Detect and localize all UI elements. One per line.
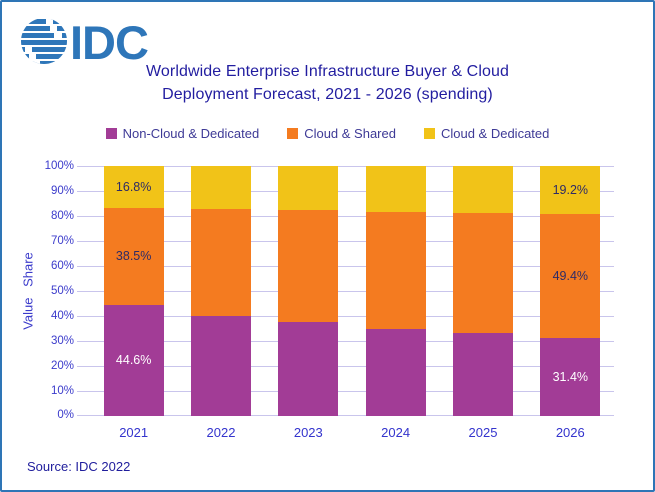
x-tick-label: 2024 <box>381 425 411 440</box>
y-tick-label: 30% <box>50 335 74 347</box>
gridline <box>77 291 614 292</box>
gridline <box>77 216 614 217</box>
bar-value-label: 19.2% <box>552 183 589 197</box>
bar-2025 <box>452 166 513 416</box>
y-tick-label: 20% <box>50 360 74 372</box>
legend-swatch-icon <box>105 128 117 139</box>
bar-segment: 19.2% <box>540 166 601 214</box>
legend-label: Cloud & Shared <box>304 126 396 141</box>
idc-logo-text: IDC <box>70 16 148 67</box>
bar-2021: 16.8% 38.5% 44.6% <box>103 166 164 416</box>
chart-title: Worldwide Enterprise Infrastructure Buye… <box>2 60 653 106</box>
bar-segment: 31.4% <box>540 337 601 416</box>
gridline <box>77 341 614 342</box>
bar-segment <box>452 212 513 333</box>
bar-2026: 19.2% 49.4% 31.4% <box>540 166 601 416</box>
bar-segment: 44.6% <box>103 304 164 416</box>
gridline <box>77 391 614 392</box>
bars: 16.8% 38.5% 44.6% 19.2% 49.4% 31.4% <box>90 166 614 416</box>
y-tick-label: 90% <box>50 185 74 197</box>
legend-label: Cloud & Dedicated <box>440 126 550 141</box>
bar-segment <box>278 322 339 416</box>
y-tick-label: 70% <box>50 235 74 247</box>
gridline <box>77 241 614 242</box>
bar-value-label: 49.4% <box>552 268 589 283</box>
bar-segment <box>452 166 513 213</box>
x-tick-label: 2022 <box>206 425 236 440</box>
bar-value-label: 16.8% <box>115 180 152 195</box>
bar-segment <box>190 316 251 416</box>
y-tick-label: 100% <box>44 160 74 172</box>
gridline <box>77 266 614 267</box>
chart-title-line2: Deployment Forecast, 2021 - 2026 (spendi… <box>162 86 493 103</box>
bar-segment: 49.4% <box>540 214 601 338</box>
gridline <box>77 366 614 367</box>
y-tick-label: 10% <box>50 385 74 397</box>
bar-segment <box>278 210 339 323</box>
bar-segment <box>365 212 426 329</box>
gridline <box>77 415 614 416</box>
bar-value-label: 31.4% <box>552 369 589 384</box>
legend: Non-Cloud & Dedicated Cloud & Shared Cloud… <box>2 126 653 141</box>
legend-label: Non-Cloud & Dedicated <box>122 126 260 141</box>
legend-swatch-icon <box>287 128 299 139</box>
y-tick-label: 40% <box>50 310 74 322</box>
source-note: Source: IDC 2022 <box>27 459 131 474</box>
x-tick-label: 2023 <box>293 425 323 440</box>
y-tick-label: 50% <box>50 285 74 297</box>
y-tick-label: 80% <box>50 210 74 222</box>
gridline <box>77 166 614 167</box>
bar-segment <box>365 328 426 416</box>
bar-segment <box>452 333 513 416</box>
bar-segment <box>190 166 251 209</box>
y-tick-label: 0% <box>57 409 74 421</box>
bar-value-label: 44.6% <box>115 353 152 368</box>
legend-swatch-icon <box>423 128 435 139</box>
x-tick-label: 2021 <box>119 425 149 440</box>
y-axis-ticks: 0% 10% 20% 30% 40% 50% 60% 70% 80% 90% 100% <box>2 160 74 421</box>
bar-2023 <box>278 166 339 416</box>
bar-segment <box>190 208 251 316</box>
legend-item: Non-Cloud & Dedicated <box>105 126 260 141</box>
y-tick-label: 60% <box>50 260 74 272</box>
chart-title-line1: Worldwide Enterprise Infrastructure Buye… <box>146 63 509 80</box>
x-axis-labels: 2021 2022 2023 2024 2025 2026 <box>90 425 614 440</box>
legend-item: Cloud & Shared <box>287 126 396 141</box>
idc-globe-icon <box>21 18 67 64</box>
bar-2024 <box>365 166 426 416</box>
bar-segment: 16.8% <box>103 166 164 209</box>
gridline <box>77 316 614 317</box>
bar-segment <box>365 166 426 212</box>
plot-area: 16.8% 38.5% 44.6% 19.2% 49.4% 31.4% <box>77 166 614 416</box>
x-tick-label: 2025 <box>468 425 498 440</box>
bar-segment: 38.5% <box>103 208 164 305</box>
idc-logo: IDC <box>21 16 149 67</box>
legend-item: Cloud & Dedicated <box>423 126 550 141</box>
bar-2022 <box>190 166 251 416</box>
bar-value-label: 38.5% <box>115 249 152 264</box>
gridline <box>77 191 614 192</box>
bar-segment <box>278 166 339 211</box>
x-tick-label: 2026 <box>555 425 585 440</box>
